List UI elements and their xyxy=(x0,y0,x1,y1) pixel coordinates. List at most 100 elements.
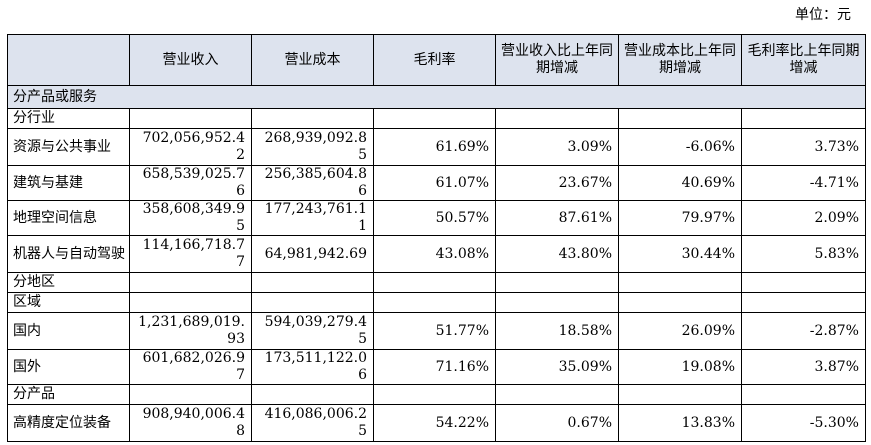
margin-change-cell: 5.83% xyxy=(741,235,866,273)
cost-cell: 256,385,604.86 xyxy=(251,165,374,201)
table-row: 资源与公共事业 702,056,952.42 268,939,092.85 61… xyxy=(7,128,866,166)
revenue-cell: 702,056,952.42 xyxy=(129,128,252,166)
header-cell-cost-change: 营业成本比上年同期增减 xyxy=(618,34,742,86)
table-row: 机器人与自动驾驶 114,166,718.77 64,981,942.69 43… xyxy=(7,235,866,273)
cost-change-cell: 13.83% xyxy=(618,404,742,442)
header-cell-cost: 营业成本 xyxy=(251,34,374,86)
empty-cell xyxy=(741,292,866,313)
empty-cell xyxy=(129,384,252,405)
cost-cell: 268,939,092.85 xyxy=(251,128,374,166)
empty-cell xyxy=(251,272,374,293)
empty-cell xyxy=(251,108,374,129)
cost-change-cell: 40.69% xyxy=(618,165,742,201)
group-row: 分产品 xyxy=(7,384,866,405)
section-row: 分产品或服务 xyxy=(7,85,866,109)
cost-cell: 416,086,006.25 xyxy=(251,404,374,442)
revenue-change-cell: 18.58% xyxy=(495,312,619,350)
margin-cell: 61.07% xyxy=(373,165,496,201)
table-row: 地理空间信息 358,608,349.95 177,243,761.11 50.… xyxy=(7,200,866,236)
empty-cell xyxy=(618,384,742,405)
empty-cell xyxy=(495,384,619,405)
empty-cell xyxy=(129,292,252,313)
revenue-cell: 114,166,718.77 xyxy=(129,235,252,273)
empty-cell xyxy=(618,108,742,129)
margin-cell: 54.22% xyxy=(373,404,496,442)
cost-change-cell: -6.06% xyxy=(618,128,742,166)
group-row: 区域 xyxy=(7,292,866,313)
header-cell-revenue: 营业收入 xyxy=(129,34,252,86)
header-cell-margin-change: 毛利率比上年同期增减 xyxy=(741,34,866,86)
cost-cell: 177,243,761.11 xyxy=(251,200,374,236)
group-row: 分行业 xyxy=(7,108,866,129)
empty-cell xyxy=(373,384,496,405)
margin-change-cell: -2.87% xyxy=(741,312,866,350)
revenue-cell: 908,940,006.48 xyxy=(129,404,252,442)
cost-cell: 594,039,279.45 xyxy=(251,312,374,350)
group-title: 分地区 xyxy=(7,272,130,293)
margin-change-cell: -4.71% xyxy=(741,165,866,201)
table-row: 建筑与基建 658,539,025.76 256,385,604.86 61.0… xyxy=(7,165,866,201)
header-cell-revenue-change: 营业收入比上年同期增减 xyxy=(495,34,619,86)
header-row: 营业收入 营业成本 毛利率 营业收入比上年同期增减 营业成本比上年同期增减 毛利… xyxy=(7,34,866,86)
row-label: 地理空间信息 xyxy=(7,200,130,236)
revenue-cell: 601,682,026.97 xyxy=(129,349,252,385)
group-subtitle: 区域 xyxy=(7,292,130,313)
table-row: 高精度定位装备 908,940,006.48 416,086,006.25 54… xyxy=(7,404,866,442)
row-label: 高精度定位装备 xyxy=(7,404,130,442)
row-label: 建筑与基建 xyxy=(7,165,130,201)
empty-cell xyxy=(251,384,374,405)
group-title: 分产品 xyxy=(7,384,130,405)
revenue-change-cell: 43.80% xyxy=(495,235,619,273)
revenue-cell: 1,231,689,019.93 xyxy=(129,312,252,350)
row-label: 国内 xyxy=(7,312,130,350)
margin-cell: 50.57% xyxy=(373,200,496,236)
cost-cell: 64,981,942.69 xyxy=(251,235,374,273)
empty-cell xyxy=(129,108,252,129)
cost-change-cell: 19.08% xyxy=(618,349,742,385)
cost-change-cell: 79.97% xyxy=(618,200,742,236)
empty-cell xyxy=(373,272,496,293)
revenue-change-cell: 3.09% xyxy=(495,128,619,166)
margin-cell: 61.69% xyxy=(373,128,496,166)
revenue-change-cell: 87.61% xyxy=(495,200,619,236)
revenue-change-cell: 23.67% xyxy=(495,165,619,201)
table-row: 国内 1,231,689,019.93 594,039,279.45 51.77… xyxy=(7,312,866,350)
empty-cell xyxy=(741,108,866,129)
financial-table: 营业收入 营业成本 毛利率 营业收入比上年同期增减 营业成本比上年同期增减 毛利… xyxy=(7,34,866,442)
row-label: 资源与公共事业 xyxy=(7,128,130,166)
cost-cell: 173,511,122.06 xyxy=(251,349,374,385)
empty-cell xyxy=(618,272,742,293)
empty-cell xyxy=(251,292,374,313)
revenue-cell: 658,539,025.76 xyxy=(129,165,252,201)
cost-change-cell: 30.44% xyxy=(618,235,742,273)
row-label: 机器人与自动驾驶 xyxy=(7,235,130,273)
revenue-change-cell: 35.09% xyxy=(495,349,619,385)
group-row: 分地区 xyxy=(7,272,866,293)
table-row: 国外 601,682,026.97 173,511,122.06 71.16% … xyxy=(7,349,866,385)
revenue-change-cell: 0.67% xyxy=(495,404,619,442)
empty-cell xyxy=(741,384,866,405)
margin-change-cell: 3.73% xyxy=(741,128,866,166)
section-title: 分产品或服务 xyxy=(7,85,866,109)
header-cell xyxy=(7,34,130,86)
margin-cell: 51.77% xyxy=(373,312,496,350)
group-title: 分行业 xyxy=(7,108,130,129)
cost-change-cell: 26.09% xyxy=(618,312,742,350)
unit-label: 单位：元 xyxy=(795,7,851,23)
margin-change-cell: 3.87% xyxy=(741,349,866,385)
margin-change-cell: -5.30% xyxy=(741,404,866,442)
header-cell-margin: 毛利率 xyxy=(373,34,496,86)
revenue-cell: 358,608,349.95 xyxy=(129,200,252,236)
margin-change-cell: 2.09% xyxy=(741,200,866,236)
empty-cell xyxy=(129,272,252,293)
empty-cell xyxy=(495,292,619,313)
empty-cell xyxy=(618,292,742,313)
empty-cell xyxy=(373,108,496,129)
row-label: 国外 xyxy=(7,349,130,385)
margin-cell: 43.08% xyxy=(373,235,496,273)
margin-cell: 71.16% xyxy=(373,349,496,385)
empty-cell xyxy=(373,292,496,313)
empty-cell xyxy=(495,108,619,129)
empty-cell xyxy=(741,272,866,293)
empty-cell xyxy=(495,272,619,293)
